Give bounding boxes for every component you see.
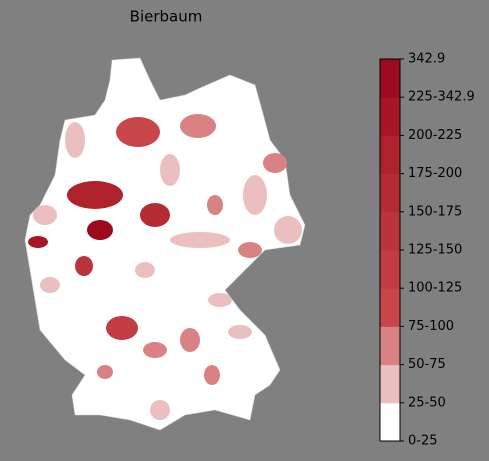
colorbar-segment <box>380 211 400 251</box>
region <box>170 232 230 248</box>
region <box>67 181 123 209</box>
colorbar-segment <box>380 326 400 366</box>
region <box>140 203 170 227</box>
colorbar-segment <box>380 364 400 404</box>
region <box>243 175 267 215</box>
region <box>208 293 232 307</box>
region <box>28 236 48 248</box>
region <box>263 153 287 173</box>
region <box>65 122 85 158</box>
colorbar-label: 200-225 <box>408 128 462 143</box>
region <box>204 365 220 385</box>
colorbar-segment <box>380 135 400 175</box>
colorbar: 0-25 25-50 50-75 75-100 100-125 125-150 150-17… <box>379 52 475 449</box>
region <box>228 325 252 339</box>
region <box>238 242 262 258</box>
colorbar-label: 100-125 <box>408 281 462 296</box>
colorbar-segment <box>380 288 400 327</box>
colorbar-label: 342.9 <box>408 52 445 67</box>
region <box>40 277 60 293</box>
region <box>116 117 160 147</box>
colorbar-segment <box>380 402 400 442</box>
region <box>97 365 113 379</box>
region <box>87 220 113 240</box>
map-title: Bierbaum <box>130 8 203 26</box>
region <box>274 216 302 244</box>
colorbar-segment <box>380 59 400 98</box>
colorbar-segment <box>380 97 400 136</box>
colorbar-label: 150-175 <box>408 204 462 219</box>
region <box>106 316 138 340</box>
region <box>180 114 216 138</box>
colorbar-segment <box>380 250 400 289</box>
region <box>207 195 223 215</box>
region <box>143 342 167 358</box>
region <box>160 154 180 186</box>
colorbar-segment <box>380 173 400 213</box>
region <box>180 328 200 352</box>
colorbar-label: 0-25 <box>408 434 438 449</box>
colorbar-label: 50-75 <box>408 357 446 372</box>
region <box>135 262 155 278</box>
colorbar-label: 25-50 <box>408 395 446 410</box>
region <box>75 256 93 276</box>
region-patches <box>28 114 302 420</box>
colorbar-label: 225-342.9 <box>408 90 475 105</box>
colorbar-label: 175-200 <box>408 166 462 181</box>
germany-map <box>24 57 306 431</box>
region <box>150 400 170 420</box>
colorbar-label: 125-150 <box>408 243 462 258</box>
region <box>33 205 57 225</box>
colorbar-label: 75-100 <box>408 319 454 334</box>
